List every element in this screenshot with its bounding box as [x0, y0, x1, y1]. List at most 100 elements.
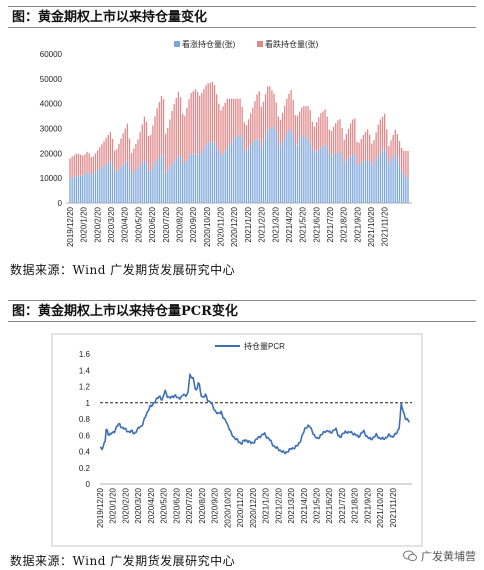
- bar-put: [190, 93, 192, 154]
- bar-call: [396, 158, 399, 203]
- bar-call: [94, 172, 97, 203]
- bar-put: [160, 96, 163, 156]
- bar-put: [154, 116, 156, 163]
- bar-call: [349, 155, 352, 203]
- x-tick-label: 2021/3/20: [271, 206, 280, 242]
- bar-call: [279, 146, 282, 203]
- bar-call: [366, 158, 369, 203]
- x-tick-label: 2021/5/20: [299, 206, 308, 242]
- bar-put: [328, 129, 331, 154]
- bar-call: [162, 156, 165, 203]
- bar-put: [203, 89, 205, 149]
- bar-call: [186, 159, 188, 203]
- y-tick-label: 0: [86, 480, 91, 489]
- y-tick-label: 0.4: [79, 448, 91, 457]
- x-tick-label: 2020/11/20: [217, 206, 226, 246]
- bar-put: [171, 111, 173, 165]
- bar-put: [165, 133, 167, 173]
- x-tick-label: 2020/11/20: [236, 487, 245, 527]
- bar-put: [177, 91, 180, 155]
- bar-put: [290, 89, 292, 129]
- bar-put: [84, 154, 86, 175]
- bar-put: [156, 108, 158, 160]
- bar-put: [358, 142, 360, 165]
- bar-put: [226, 98, 228, 149]
- x-tick-label: 2021/1/20: [262, 487, 271, 523]
- x-tick-label: 2020/9/20: [211, 487, 220, 523]
- bar-put: [386, 129, 388, 156]
- bar-put: [224, 102, 226, 151]
- x-tick-label: 2020/7/20: [162, 206, 171, 242]
- bar-put: [184, 116, 186, 164]
- bar-put: [173, 104, 175, 162]
- bar-call: [96, 170, 99, 203]
- bar-put: [118, 143, 120, 170]
- bar-call: [309, 143, 311, 203]
- bar-put: [235, 98, 237, 138]
- bar-call: [271, 127, 273, 203]
- bar-call: [73, 176, 75, 203]
- x-tick-label: 2021/11/20: [389, 487, 398, 527]
- bar-put: [152, 125, 154, 167]
- bar-call: [235, 137, 237, 203]
- bar-call: [320, 147, 322, 203]
- x-tick-label: 2021/4/20: [285, 206, 294, 242]
- bar-call: [211, 141, 214, 203]
- bar-put: [375, 132, 377, 160]
- bar-call: [194, 153, 197, 203]
- bar-call: [286, 132, 288, 203]
- bar-put: [128, 138, 131, 167]
- bar-call: [373, 162, 375, 203]
- bar-call: [220, 155, 222, 203]
- bar-call: [264, 136, 267, 203]
- bar-put: [322, 111, 324, 147]
- bar-put: [241, 106, 243, 139]
- x-tick-label: 2020/1/20: [109, 487, 118, 523]
- bar-put: [116, 149, 118, 172]
- bar-put: [343, 139, 345, 163]
- bar-put: [313, 126, 316, 153]
- bar-call: [147, 170, 150, 203]
- x-tick-label: 2019/12/20: [66, 206, 75, 247]
- bar-call: [120, 166, 122, 203]
- bar-call: [133, 171, 135, 203]
- x-tick-label: 2020/3/20: [107, 206, 116, 242]
- bar-call: [226, 148, 228, 203]
- bar-put: [298, 111, 301, 141]
- bar-put: [254, 101, 256, 141]
- x-tick-label: 2021/10/20: [376, 487, 385, 528]
- legend-label-pcr: 持仓量PCR: [244, 341, 285, 351]
- bar-call: [356, 163, 358, 203]
- bar-put: [352, 119, 354, 155]
- bar-put: [88, 153, 90, 173]
- bar-put: [103, 141, 105, 166]
- bar-call: [354, 154, 356, 203]
- bar-call: [179, 156, 182, 203]
- bar-call: [337, 152, 339, 203]
- bar-put: [281, 112, 284, 142]
- bar-put: [167, 127, 169, 171]
- bar-call: [71, 177, 73, 203]
- bar-put: [133, 148, 135, 172]
- bar-call: [405, 177, 407, 203]
- x-tick-label: 2020/6/20: [172, 487, 181, 523]
- bar-put: [400, 147, 403, 171]
- bar-put: [124, 128, 126, 163]
- bar-call: [150, 170, 152, 203]
- bar-put: [288, 93, 290, 131]
- x-tick-label: 2021/5/20: [312, 487, 321, 523]
- bar-call: [213, 142, 216, 203]
- bar-put: [211, 81, 214, 142]
- bar-put: [303, 106, 305, 135]
- bar-put: [388, 145, 390, 164]
- bar-call: [247, 148, 250, 203]
- bar-call: [269, 127, 271, 203]
- bar-call: [377, 155, 379, 203]
- bar-put: [292, 99, 294, 136]
- bar-put: [237, 98, 239, 136]
- bar-call: [303, 134, 305, 203]
- chart2-heading: 图：黄金期权上市以来持仓量PCR变化: [8, 300, 476, 322]
- bar-call: [237, 135, 239, 203]
- bar-call: [275, 131, 277, 203]
- y-tick-label: 1.4: [79, 366, 91, 375]
